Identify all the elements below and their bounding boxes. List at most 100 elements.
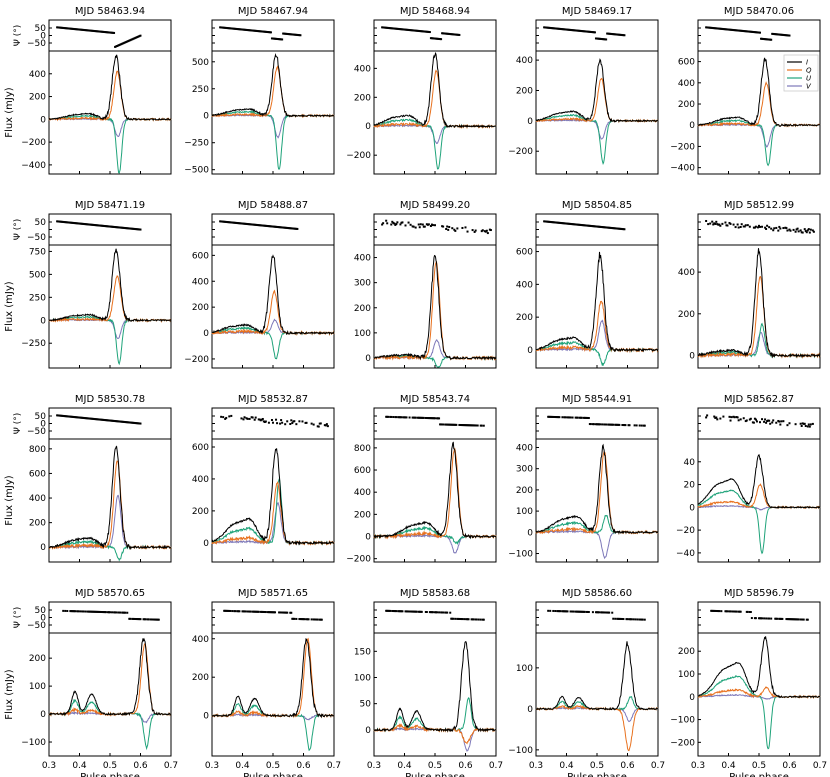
psi-point: [741, 29, 744, 32]
psi-point: [390, 223, 393, 226]
psi-point: [620, 33, 623, 36]
psi-point: [779, 617, 782, 620]
psi-point: [562, 222, 565, 225]
panel-title: MJD 58471.19: [75, 200, 145, 211]
psi-point: [254, 223, 257, 226]
psi-point: [782, 420, 785, 423]
psi-point: [225, 220, 228, 223]
psi-point: [252, 29, 255, 32]
psi-point: [254, 610, 257, 613]
psi-point: [392, 221, 395, 224]
psi-point: [444, 32, 447, 35]
psi-point: [579, 610, 582, 613]
psi-point: [797, 230, 800, 233]
psi-point: [640, 424, 643, 427]
psi-point: [605, 423, 608, 426]
psi-point: [390, 27, 393, 30]
psi-point: [442, 225, 445, 228]
psi-point: [264, 420, 267, 423]
psi-point: [615, 423, 618, 426]
psi-point: [77, 222, 80, 225]
psi-point: [403, 28, 406, 31]
psi-point: [393, 610, 396, 613]
psi-point: [300, 618, 303, 621]
psi-point: [746, 610, 749, 613]
psi-point: [74, 222, 77, 225]
psi-point: [245, 28, 248, 31]
psi-point: [570, 29, 573, 32]
flux-axes: [535, 50, 659, 175]
psi-point: [628, 424, 631, 427]
psi-point: [234, 221, 237, 224]
psi-point: [778, 225, 781, 228]
psi-point: [295, 423, 298, 426]
psi-point: [711, 220, 714, 223]
psi-point: [130, 421, 133, 424]
psi-point: [752, 421, 755, 424]
psi-point: [601, 611, 604, 614]
psi-point: [316, 425, 319, 428]
psi-tick-label: 0: [40, 32, 46, 42]
psi-point: [467, 424, 470, 427]
psi-point: [803, 228, 806, 231]
psi-point: [753, 226, 756, 229]
psi-point: [767, 617, 770, 620]
psi-point: [570, 223, 573, 226]
psi-point: [578, 610, 581, 613]
psi-point: [107, 225, 110, 228]
psi-point: [431, 37, 434, 40]
psi-point: [766, 38, 769, 41]
flux-tick-label: −20: [676, 526, 695, 536]
psi-point: [739, 29, 742, 32]
psi-point: [291, 227, 294, 230]
psi-point: [280, 38, 283, 41]
flux-tick-label: 200: [516, 86, 533, 96]
psi-point: [255, 29, 258, 32]
flux-tick-label: 400: [192, 475, 209, 485]
psi-point: [413, 610, 416, 613]
psi-point: [742, 225, 745, 228]
psi-point: [565, 28, 568, 31]
psi-point: [778, 420, 781, 423]
x-tick-label: 0.7: [813, 761, 827, 771]
psi-point: [408, 610, 411, 613]
psi-point: [62, 26, 65, 29]
psi-point: [607, 423, 610, 426]
psi-point: [556, 416, 559, 419]
psi-point: [233, 610, 236, 613]
psi-point: [120, 226, 123, 229]
psi-point: [759, 617, 761, 620]
x-tick-label: 0.6: [782, 761, 797, 771]
psi-point: [128, 421, 131, 424]
psi-point: [108, 419, 111, 422]
psi-point: [622, 618, 625, 621]
psi-point: [56, 26, 59, 29]
psi-point: [400, 416, 403, 419]
psi-point: [227, 609, 230, 612]
psi-point: [82, 416, 85, 419]
psi-point: [589, 224, 592, 227]
x-tick-label: 0.3: [691, 761, 705, 771]
psi-point: [759, 421, 761, 424]
psi-point: [733, 29, 736, 32]
psi-point: [269, 225, 272, 228]
psi-point: [395, 27, 398, 30]
flux-tick-label: 150: [354, 647, 371, 657]
psi-point: [132, 421, 135, 424]
psi-point: [615, 33, 618, 36]
psi-point: [293, 617, 296, 620]
psi-point: [545, 26, 548, 29]
psi-point: [405, 610, 408, 613]
psi-point: [62, 414, 65, 417]
psi-point: [422, 416, 425, 419]
psi-point: [431, 224, 434, 227]
psi-point: [241, 610, 244, 613]
psi-tick-label: −50: [27, 39, 46, 49]
flux-tick-label: 0: [365, 726, 371, 736]
psi-point: [753, 31, 756, 34]
flux-tick-label: 200: [192, 303, 209, 313]
psi-point: [560, 28, 563, 31]
series-line-Q: [535, 450, 659, 535]
psi-point: [559, 610, 562, 613]
psi-point: [127, 40, 130, 43]
